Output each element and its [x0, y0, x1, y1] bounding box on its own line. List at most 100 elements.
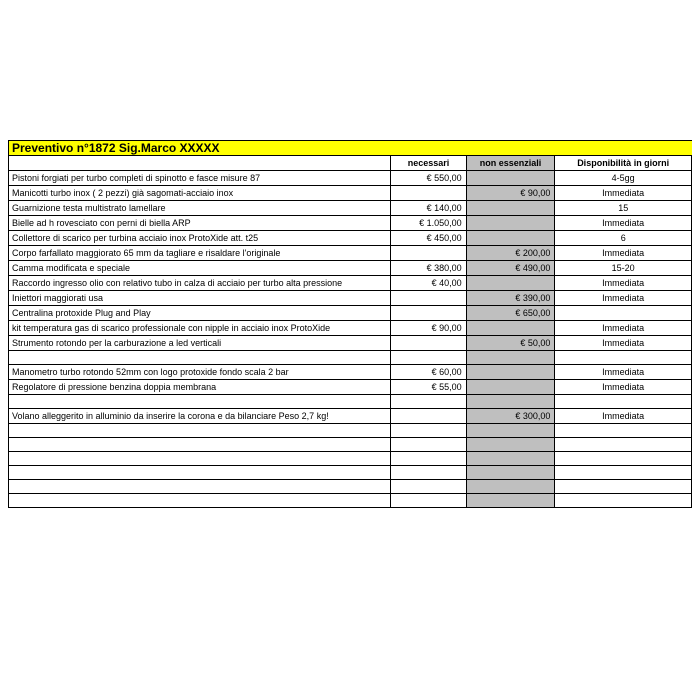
cell-disponibilita[interactable]: Immediata [555, 380, 692, 395]
cell-description[interactable]: Bielle ad h rovesciato con perni di biel… [9, 216, 391, 231]
cell-description[interactable]: Camma modificata e speciale [9, 261, 391, 276]
table-row[interactable] [9, 452, 692, 466]
cell-necessari[interactable]: € 1.050,00 [391, 216, 466, 231]
table-row[interactable] [9, 438, 692, 452]
cell-non-essenziali[interactable] [466, 231, 555, 246]
table-row[interactable]: Strumento rotondo per la carburazione a … [9, 336, 692, 351]
cell-non-essenziali[interactable] [466, 466, 555, 480]
cell-non-essenziali[interactable]: € 90,00 [466, 186, 555, 201]
cell-non-essenziali[interactable]: € 650,00 [466, 306, 555, 321]
cell-non-essenziali[interactable]: € 490,00 [466, 261, 555, 276]
cell-disponibilita[interactable] [555, 480, 692, 494]
cell-necessari[interactable] [391, 395, 466, 409]
cell-disponibilita[interactable]: 15 [555, 201, 692, 216]
cell-necessari[interactable]: € 90,00 [391, 321, 466, 336]
cell-necessari[interactable] [391, 438, 466, 452]
cell-necessari[interactable]: € 60,00 [391, 365, 466, 380]
cell-necessari[interactable] [391, 291, 466, 306]
table-row[interactable]: Volano alleggerito in alluminio da inser… [9, 409, 692, 424]
table-row[interactable] [9, 395, 692, 409]
cell-necessari[interactable] [391, 409, 466, 424]
cell-necessari[interactable] [391, 494, 466, 508]
cell-disponibilita[interactable]: Immediata [555, 321, 692, 336]
cell-non-essenziali[interactable]: € 50,00 [466, 336, 555, 351]
cell-non-essenziali[interactable] [466, 216, 555, 231]
cell-non-essenziali[interactable] [466, 171, 555, 186]
table-row[interactable]: Manometro turbo rotondo 52mm con logo pr… [9, 365, 692, 380]
cell-description[interactable]: Raccordo ingresso olio con relativo tubo… [9, 276, 391, 291]
table-row[interactable]: Camma modificata e speciale€ 380,00€ 490… [9, 261, 692, 276]
cell-non-essenziali[interactable] [466, 380, 555, 395]
cell-necessari[interactable] [391, 306, 466, 321]
table-row[interactable]: Pistoni forgiati per turbo completi di s… [9, 171, 692, 186]
cell-non-essenziali[interactable] [466, 276, 555, 291]
cell-non-essenziali[interactable] [466, 395, 555, 409]
cell-description[interactable]: Manicotti turbo inox ( 2 pezzi) già sago… [9, 186, 391, 201]
cell-necessari[interactable] [391, 452, 466, 466]
table-row[interactable]: Regolatore di pressione benzina doppia m… [9, 380, 692, 395]
table-row[interactable] [9, 494, 692, 508]
cell-necessari[interactable] [391, 351, 466, 365]
cell-description[interactable]: Regolatore di pressione benzina doppia m… [9, 380, 391, 395]
cell-disponibilita[interactable]: Immediata [555, 276, 692, 291]
cell-description[interactable] [9, 395, 391, 409]
cell-disponibilita[interactable] [555, 424, 692, 438]
cell-disponibilita[interactable]: Immediata [555, 291, 692, 306]
cell-necessari[interactable]: € 450,00 [391, 231, 466, 246]
table-row[interactable]: Collettore di scarico per turbina acciai… [9, 231, 692, 246]
cell-disponibilita[interactable] [555, 306, 692, 321]
table-row[interactable]: Guarnizione testa multistrato lamellare€… [9, 201, 692, 216]
table-row[interactable] [9, 466, 692, 480]
table-row[interactable]: Iniettori maggiorati usa € 390,00Immediat… [9, 291, 692, 306]
cell-necessari[interactable] [391, 424, 466, 438]
cell-non-essenziali[interactable] [466, 480, 555, 494]
cell-disponibilita[interactable]: Immediata [555, 246, 692, 261]
cell-description[interactable] [9, 494, 391, 508]
cell-description[interactable]: kit temperatura gas di scarico professio… [9, 321, 391, 336]
cell-description[interactable] [9, 438, 391, 452]
cell-non-essenziali[interactable]: € 200,00 [466, 246, 555, 261]
cell-non-essenziali[interactable] [466, 494, 555, 508]
cell-disponibilita[interactable]: 6 [555, 231, 692, 246]
cell-necessari[interactable] [391, 336, 466, 351]
cell-disponibilita[interactable] [555, 466, 692, 480]
cell-description[interactable] [9, 452, 391, 466]
cell-disponibilita[interactable]: Immediata [555, 336, 692, 351]
cell-disponibilita[interactable]: Immediata [555, 216, 692, 231]
cell-non-essenziali[interactable] [466, 424, 555, 438]
cell-description[interactable] [9, 424, 391, 438]
cell-description[interactable]: Pistoni forgiati per turbo completi di s… [9, 171, 391, 186]
cell-description[interactable] [9, 480, 391, 494]
cell-necessari[interactable]: € 550,00 [391, 171, 466, 186]
cell-necessari[interactable]: € 380,00 [391, 261, 466, 276]
cell-necessari[interactable] [391, 466, 466, 480]
table-row[interactable] [9, 480, 692, 494]
cell-description[interactable]: Manometro turbo rotondo 52mm con logo pr… [9, 365, 391, 380]
cell-disponibilita[interactable]: 15-20 [555, 261, 692, 276]
cell-necessari[interactable]: € 40,00 [391, 276, 466, 291]
cell-disponibilita[interactable]: Immediata [555, 186, 692, 201]
cell-description[interactable]: Iniettori maggiorati usa [9, 291, 391, 306]
table-row[interactable]: Corpo farfallato maggiorato 65 mm da tag… [9, 246, 692, 261]
cell-disponibilita[interactable] [555, 452, 692, 466]
cell-description[interactable]: Centralina protoxide Plug and Play [9, 306, 391, 321]
cell-non-essenziali[interactable]: € 390,00 [466, 291, 555, 306]
cell-description[interactable] [9, 466, 391, 480]
cell-description[interactable]: Strumento rotondo per la carburazione a … [9, 336, 391, 351]
cell-disponibilita[interactable] [555, 351, 692, 365]
cell-disponibilita[interactable] [555, 438, 692, 452]
table-row[interactable] [9, 424, 692, 438]
cell-disponibilita[interactable]: 4-5gg [555, 171, 692, 186]
cell-necessari[interactable]: € 140,00 [391, 201, 466, 216]
cell-non-essenziali[interactable] [466, 201, 555, 216]
cell-description[interactable]: Guarnizione testa multistrato lamellare [9, 201, 391, 216]
cell-description[interactable]: Volano alleggerito in alluminio da inser… [9, 409, 391, 424]
cell-disponibilita[interactable]: Immediata [555, 409, 692, 424]
table-row[interactable] [9, 351, 692, 365]
table-row[interactable]: kit temperatura gas di scarico professio… [9, 321, 692, 336]
cell-non-essenziali[interactable] [466, 351, 555, 365]
cell-disponibilita[interactable]: Immediata [555, 365, 692, 380]
cell-disponibilita[interactable] [555, 395, 692, 409]
cell-description[interactable]: Corpo farfallato maggiorato 65 mm da tag… [9, 246, 391, 261]
cell-non-essenziali[interactable] [466, 365, 555, 380]
